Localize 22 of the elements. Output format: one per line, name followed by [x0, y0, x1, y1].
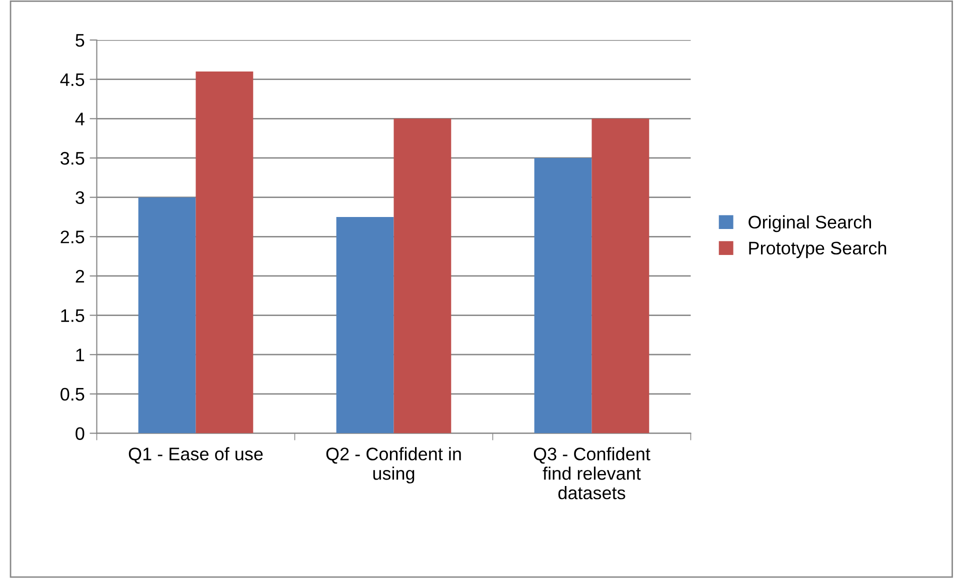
y-tick-label: 0.5: [60, 388, 84, 401]
bar: [196, 71, 254, 434]
y-tick-label: 2.5: [60, 230, 84, 244]
y-tick-label: 0: [76, 427, 84, 440]
bar: [336, 216, 394, 434]
y-tick-label: 2: [76, 270, 84, 283]
y-tick-label: 5: [76, 34, 84, 47]
y-tick-label: 1: [76, 348, 84, 362]
x-tick-label: Q2 - Confident in using: [326, 447, 461, 484]
y-tick-label: 3.5: [60, 152, 84, 165]
bar: [394, 118, 452, 434]
bar: [592, 118, 650, 434]
bar: [138, 197, 196, 434]
bar: [534, 158, 592, 434]
y-tick-label: 4.5: [60, 73, 84, 86]
y-tick-label: 4: [75, 112, 84, 126]
y-tick-label: 3: [76, 191, 84, 204]
legend-label: Prototype Search: [749, 241, 886, 258]
legend-label: Original Search: [748, 215, 872, 232]
x-tick-label: Q3 - Confident find relevant datasets: [534, 447, 650, 500]
x-tick-label: Q1 - Ease of use: [128, 447, 263, 464]
y-tick-label: 1.5: [61, 309, 84, 322]
